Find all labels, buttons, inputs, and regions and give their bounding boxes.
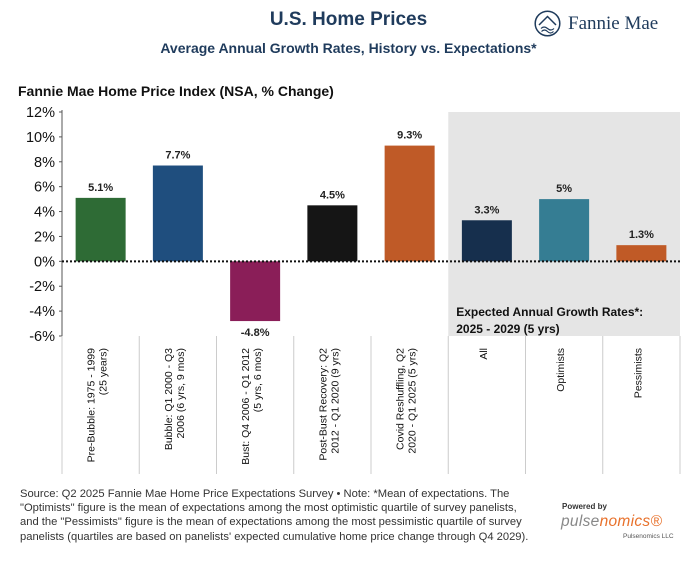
pulsenomics-logo-part2: nomics® <box>599 513 663 530</box>
chart-heading: Fannie Mae Home Price Index (NSA, % Chan… <box>18 83 334 99</box>
brand-name: Fannie Mae <box>568 12 659 34</box>
expectations-label: 2025 - 2029 (5 yrs) <box>456 322 559 336</box>
fannie-mae-house-logo-icon <box>534 10 561 37</box>
data-label: 9.3% <box>397 130 422 142</box>
bar <box>461 220 512 262</box>
data-label: 3.3% <box>474 204 499 216</box>
chart-subtitle: Average Annual Growth Rates, History vs.… <box>160 40 537 56</box>
x-tick-label: Pre-Bubble: 1975 - 1999(25 years) <box>86 348 110 463</box>
bar <box>616 245 667 262</box>
y-tick-label: -6% <box>29 329 55 345</box>
y-tick-label: 0% <box>34 254 55 270</box>
pulsenomics-llc: Pulsenomics LLC <box>623 533 674 540</box>
bar <box>152 165 203 262</box>
y-tick-label: 10% <box>26 130 55 146</box>
y-tick-label: 4% <box>34 205 55 221</box>
x-tick-label: Pessimists <box>632 348 644 398</box>
y-tick-label: -4% <box>29 304 55 320</box>
x-tick-label: All <box>478 348 490 360</box>
x-tick-label: Bubble: Q1 2000 - Q32006 (6 yrs, 9 mos) <box>163 348 187 450</box>
x-tick-label: Optimists <box>555 348 567 392</box>
y-tick-label: 2% <box>34 229 55 245</box>
expectations-label: Expected Annual Growth Rates*: <box>456 305 643 319</box>
y-tick-label: -2% <box>29 279 55 295</box>
bar <box>307 205 358 262</box>
bar <box>539 199 590 262</box>
bar <box>384 145 435 262</box>
data-label: 7.7% <box>165 150 190 162</box>
x-tick-label: Post-Bust Recovery: Q22012 - Q1 2020 (9 … <box>317 348 341 461</box>
pulsenomics-logo-part1: pulse <box>561 513 600 530</box>
source-note: Source: Q2 2025 Fannie Mae Home Price Ex… <box>20 488 529 543</box>
pulsenomics-logo: pulsenomics® <box>561 513 662 531</box>
bar-chart: 12% 10% 8% 6% 4% 2% 0% -2% -4% -6% 5.1% 7.7% -4.8% 4.… <box>26 105 681 474</box>
fannie-mae-logo: Fannie Mae <box>534 10 658 37</box>
data-label: 4.5% <box>320 189 345 201</box>
bar <box>230 261 281 322</box>
bar <box>75 197 126 262</box>
powered-by-label: Powered by <box>562 502 607 511</box>
data-label: 5% <box>556 183 572 195</box>
x-tick-label: Covid Reshuffling, Q22020 - Q1 2025 (5 y… <box>395 348 419 454</box>
chart-title: U.S. Home Prices <box>269 9 428 30</box>
y-tick-label: 12% <box>26 105 55 121</box>
data-label: 1.3% <box>629 229 654 241</box>
y-tick-label: 8% <box>34 155 55 171</box>
y-tick-label: 6% <box>34 180 55 196</box>
data-label: 5.1% <box>88 182 113 194</box>
x-tick-label: Bust: Q4 2006 - Q1 2012(5 yrs, 6 mos) <box>240 348 264 465</box>
data-label: -4.8% <box>241 327 270 339</box>
